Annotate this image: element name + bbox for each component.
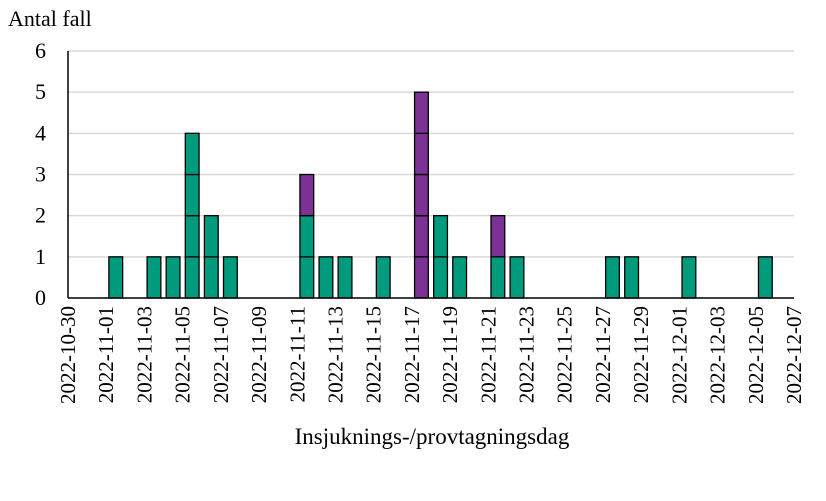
x-tick-label: 2022-12-07 (782, 306, 806, 404)
bar-segment-series-1 (757, 256, 773, 299)
x-tick-label: 2022-11-07 (209, 306, 233, 403)
x-tick-label: 2022-11-09 (247, 306, 271, 403)
bar-segment-series-1 (452, 256, 468, 299)
x-tick-label: 2022-12-05 (744, 306, 768, 404)
bar-segment-series-2 (413, 256, 429, 299)
bars (108, 91, 773, 299)
bar-segment-series-1 (299, 215, 315, 258)
x-tick-label: 2022-11-19 (438, 306, 462, 403)
y-axis-title: Antal fall (8, 6, 92, 31)
bar-segment-series-1 (203, 256, 219, 299)
bar-segment-series-2 (413, 91, 429, 134)
x-tick-label: 2022-11-01 (94, 306, 118, 403)
x-tick-label: 2022-11-11 (285, 306, 309, 402)
bar-segment-series-1 (184, 215, 200, 258)
y-tick-label: 3 (35, 162, 46, 187)
bar-segment-series-1 (318, 256, 334, 299)
bar-segment-series-1 (604, 256, 621, 299)
y-tick-label: 5 (35, 79, 46, 104)
x-tick-label: 2022-11-27 (591, 306, 615, 403)
bar-segment-series-1 (375, 256, 391, 299)
bar-segment-series-1 (433, 215, 449, 258)
bar-segment-series-2 (299, 173, 315, 217)
x-tick-label: 2022-11-15 (362, 306, 386, 403)
x-tick-label: 2022-11-05 (171, 306, 195, 403)
bar-segment-series-2 (413, 215, 429, 258)
bar-segment-series-2 (413, 132, 429, 176)
x-axis-title: Insjuknings-/provtagningsdag (295, 424, 570, 449)
y-tick-label: 2 (35, 203, 46, 228)
bar-segment-series-1 (509, 256, 525, 299)
y-tick-label: 0 (35, 285, 46, 310)
x-tick-label: 2022-10-30 (56, 306, 80, 404)
bar-segment-series-1 (433, 256, 449, 299)
x-tick-label: 2022-11-25 (553, 306, 577, 403)
bar-segment-series-1 (184, 173, 200, 217)
bar-segment-series-1 (681, 256, 697, 299)
bar-segment-series-2 (413, 173, 429, 217)
x-tick-label: 2022-11-17 (400, 306, 424, 403)
x-tick-label: 2022-12-01 (667, 306, 691, 404)
bar-segment-series-1 (165, 256, 181, 299)
bar-segment-series-1 (299, 256, 315, 299)
bar-segment-series-1 (222, 256, 238, 299)
bar-segment-series-1 (624, 256, 640, 299)
bar-segment-series-1 (490, 256, 506, 299)
grid-lines (68, 50, 794, 258)
bar-segment-series-1 (184, 256, 200, 299)
bar-segment-series-2 (490, 215, 506, 258)
x-tick-label: 2022-11-21 (476, 306, 500, 403)
y-tick-label: 1 (35, 244, 46, 269)
bar-segment-series-1 (203, 215, 219, 258)
bar-segment-series-1 (108, 256, 124, 299)
x-tick-label: 2022-11-29 (629, 306, 653, 403)
y-tick-label: 4 (35, 120, 46, 145)
x-tick-label: 2022-11-03 (132, 306, 156, 403)
axes: 0 1 2 3 4 5 6 2022-10-30 2022-11-01 2022-11-03 202… (35, 38, 806, 404)
bar-segment-series-1 (146, 256, 162, 299)
x-tick-label: 2022-11-23 (515, 306, 539, 403)
bar-segment-series-1 (337, 256, 353, 299)
y-tick-label: 6 (35, 38, 46, 63)
x-tick-label: 2022-12-03 (706, 306, 730, 404)
bar-segment-series-1 (184, 132, 200, 176)
x-tick-label: 2022-11-13 (323, 306, 347, 403)
